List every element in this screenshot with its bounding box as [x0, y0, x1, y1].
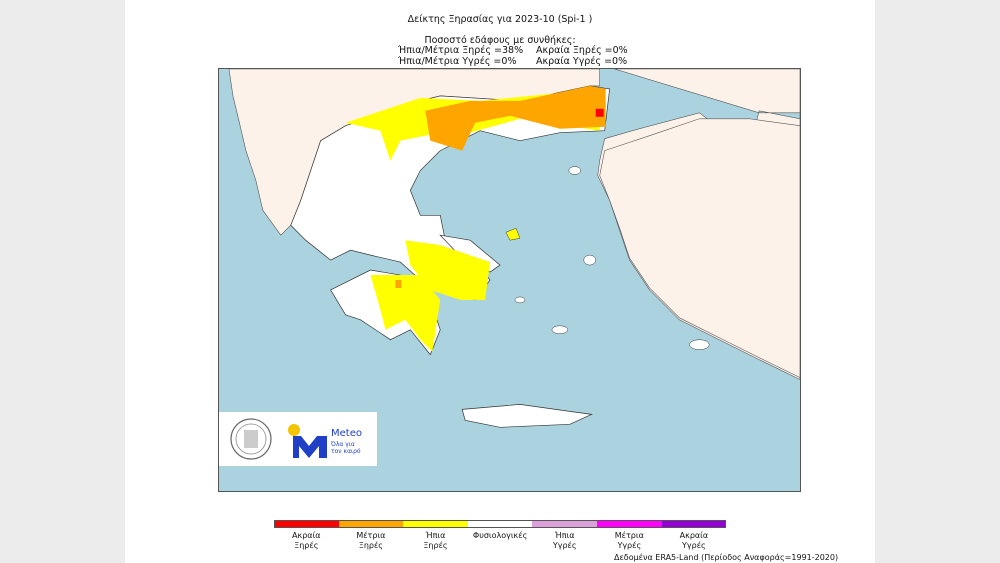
legend-label-line2: Ξηρές	[294, 541, 319, 550]
stat-extreme-dry: Ακραία Ξηρές =0%	[536, 45, 628, 56]
legend-label-line2: Υγρές	[552, 541, 577, 550]
legend-label-line1: Μέτρια	[356, 531, 386, 540]
university-seal-icon	[230, 418, 272, 460]
legend-label-line2: Ξηρές	[358, 541, 383, 550]
dry-extreme-evros	[595, 108, 604, 117]
legend-border	[274, 520, 726, 528]
logo-panel: Meteo Όλα για τον καιρό	[219, 412, 377, 466]
data-source: Δεδομένα ERA5-Land (Περίοδος Αναφοράς=19…	[614, 553, 839, 562]
legend-label-line1: Φυσιολογικές	[472, 531, 528, 540]
subtitle: Ποσοστό εδάφους με συνθήκες:	[424, 35, 576, 46]
legend-label-line1: Ακραία	[292, 531, 321, 540]
legend-swatch	[661, 520, 727, 528]
legend-label: Φυσιολογικές	[468, 531, 532, 541]
legend-label-line1: Ήπια	[425, 531, 446, 540]
legend-swatch	[274, 520, 339, 528]
legend-swatch	[403, 520, 468, 528]
meteo-logo-icon	[288, 424, 327, 458]
legend-label-line2: Ξηρές	[423, 541, 448, 550]
meteo-tagline-1: Όλα για	[331, 441, 355, 448]
island	[583, 254, 596, 266]
stat-mild-moderate-dry: Ήπια/Μέτρια Ξηρές =38%	[398, 45, 524, 56]
dry-moderate-north	[425, 85, 606, 151]
legend-label: Μέτρια Υγρές	[597, 531, 661, 551]
legend-swatch	[532, 520, 597, 528]
legend-label-line1: Ήπια	[554, 531, 575, 540]
legend-swatch	[338, 520, 404, 528]
legend-label: Μέτρια Ξηρές	[339, 531, 403, 551]
island	[689, 339, 710, 350]
island	[568, 166, 582, 175]
stat-mild-moderate-wet: Ήπια/Μέτρια Υγρές =0%	[398, 56, 517, 67]
legend-label: Ήπια Ξηρές	[404, 531, 468, 551]
legend-swatch	[597, 520, 662, 528]
greece-mainland	[290, 85, 611, 301]
meteo-brand: Meteo	[331, 428, 362, 439]
legend-label: Ήπια Υγρές	[533, 531, 597, 551]
legend-label-line1: Μέτρια	[614, 531, 644, 540]
turkey-anatolia	[599, 118, 800, 378]
island	[514, 296, 526, 304]
dry-moderate-spot	[395, 280, 402, 288]
island	[551, 325, 569, 334]
stat-extreme-wet: Ακραία Υγρές =0%	[536, 56, 628, 67]
legend-label: Ακραία Υγρές	[662, 531, 726, 551]
crete	[461, 404, 593, 428]
dry-mild-peloponnese	[370, 275, 441, 352]
legend-label-line1: Ακραία	[679, 531, 709, 540]
legend-label-line2: Υγρές	[682, 541, 706, 550]
legend-label-line2: Υγρές	[617, 541, 642, 550]
dry-mild-island	[505, 227, 521, 241]
legend-label: Ακραία Ξηρές	[274, 531, 338, 551]
legend-swatch	[467, 520, 533, 528]
meteo-tagline-2: τον καιρό	[331, 448, 361, 455]
map-title: Δείκτης Ξηρασίας για 2023-10 (Spi-1 )	[407, 14, 593, 25]
